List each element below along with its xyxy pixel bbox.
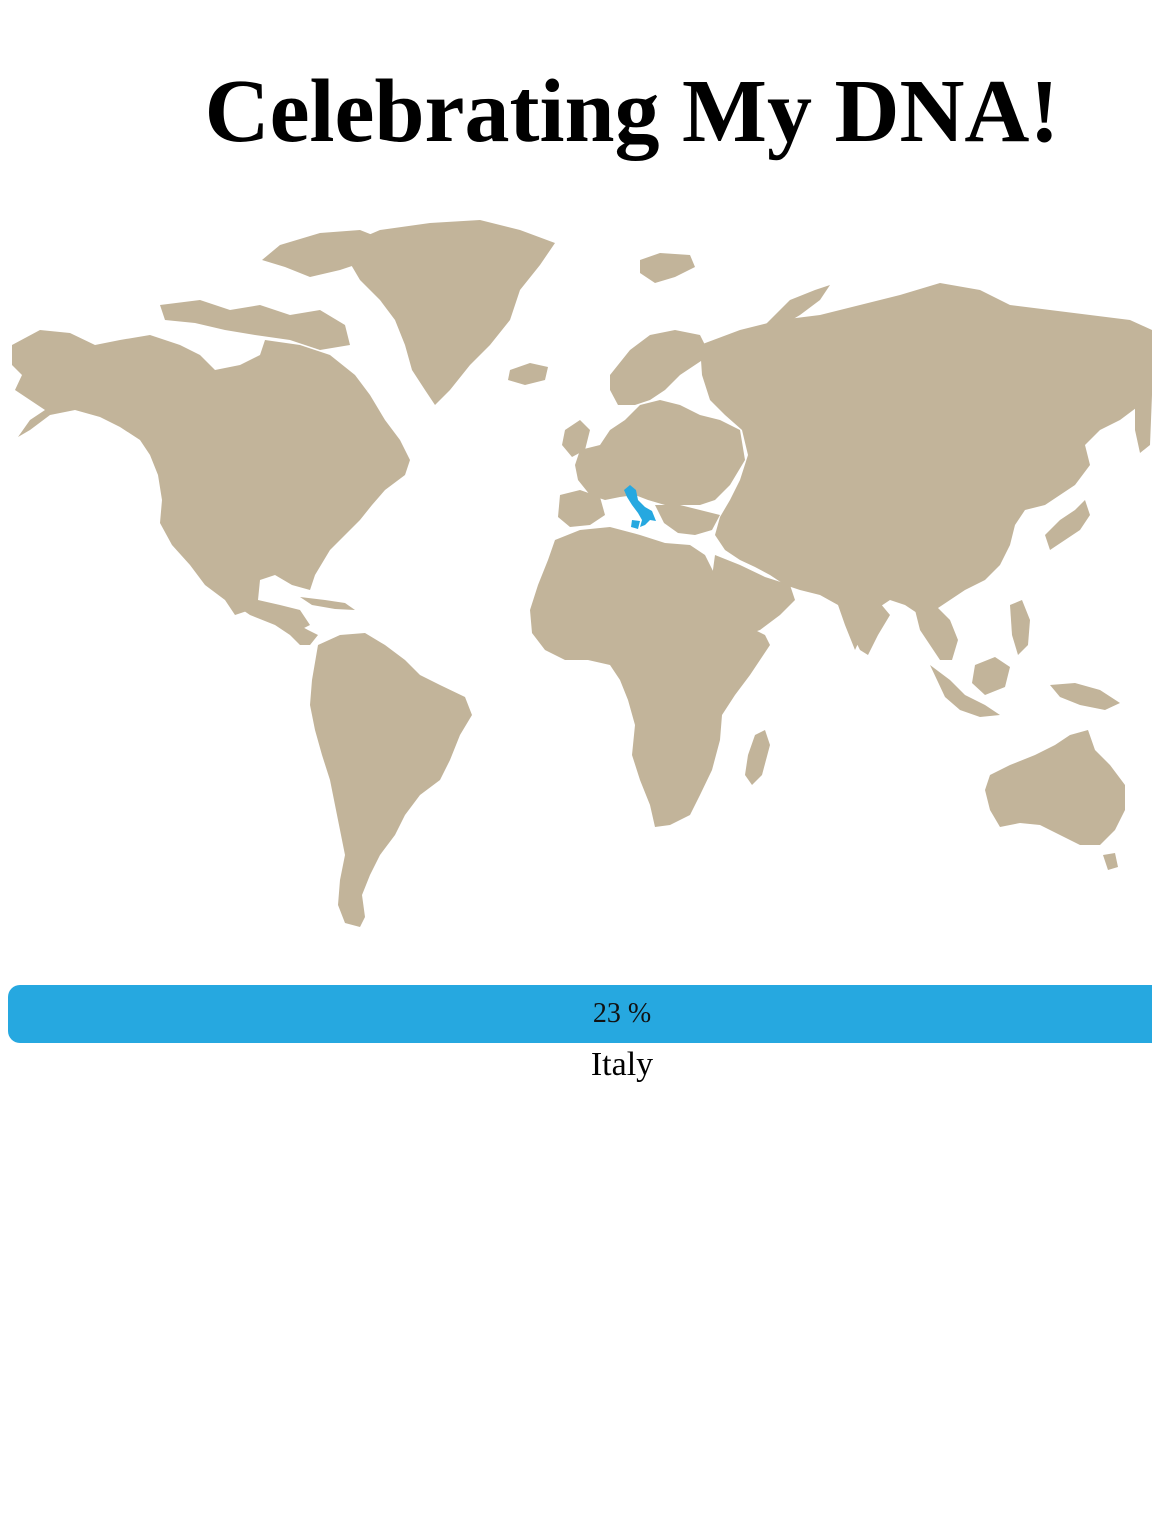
south-america <box>310 633 472 927</box>
arctic-islands <box>160 300 350 350</box>
japan <box>1045 500 1090 550</box>
world-map-land <box>12 220 1152 927</box>
greenland <box>345 220 555 405</box>
caribbean-islands <box>300 597 355 610</box>
novaya-zemlya <box>640 253 695 283</box>
scandinavia <box>610 330 710 405</box>
tasmania <box>1103 853 1118 870</box>
central-america-landmass <box>228 597 318 645</box>
philippines <box>1010 600 1030 655</box>
indonesia <box>930 665 1000 717</box>
balkans-turkey <box>655 505 720 535</box>
british-isles <box>562 420 590 457</box>
madagascar <box>745 730 770 785</box>
iceland <box>508 363 548 385</box>
north-america-landmass <box>12 330 410 630</box>
new-guinea <box>1050 683 1120 710</box>
ancestry-percentage-bar <box>8 985 1152 1043</box>
page-title: Celebrating My DNA! <box>204 62 1060 161</box>
africa <box>530 527 770 827</box>
australia <box>985 730 1125 845</box>
siberia-north <box>765 285 830 327</box>
europe-landmass <box>575 400 745 505</box>
asia-landmass <box>700 283 1152 650</box>
italy-highlight <box>624 485 656 529</box>
sakhalin-kamchatka <box>1135 390 1152 453</box>
india <box>840 595 890 655</box>
world-map <box>12 220 1152 927</box>
ancestry-country-label: Italy <box>590 1046 654 1083</box>
iberia <box>558 490 605 527</box>
borneo <box>972 657 1010 695</box>
southeast-asia <box>915 605 958 660</box>
ancestry-percentage-label: 23 % <box>592 998 652 1029</box>
